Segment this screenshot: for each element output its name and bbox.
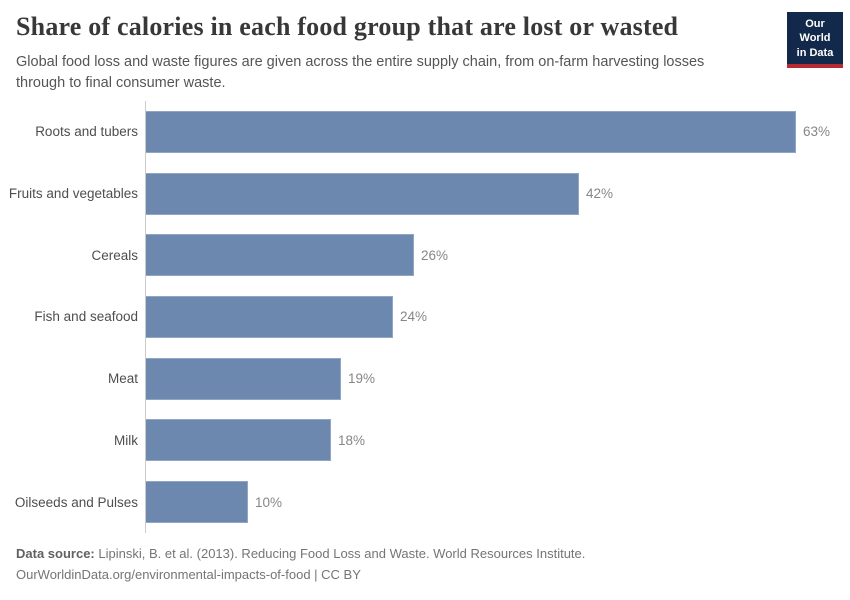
- category-label: Fish and seafood: [34, 309, 138, 325]
- bar-row: Oilseeds and Pulses 10%: [0, 471, 850, 533]
- owid-logo[interactable]: Our World in Data: [787, 12, 843, 68]
- bar-cereals[interactable]: [145, 234, 414, 277]
- owid-logo-line2: in Data: [796, 46, 834, 59]
- bar-fish-and-seafood[interactable]: [145, 295, 393, 338]
- category-label: Meat: [107, 371, 138, 387]
- bar-fruits-and-vegetables[interactable]: [145, 172, 579, 215]
- bar-roots-and-tubers[interactable]: [145, 110, 796, 153]
- data-source-line: Data source: Lipinski, B. et al. (2013).…: [16, 544, 585, 565]
- y-axis-line: [145, 101, 146, 533]
- bar-row: Cereals 26%: [0, 224, 850, 286]
- value-label: 24%: [400, 309, 428, 325]
- chart-subtitle: Global food loss and waste figures are g…: [16, 54, 705, 92]
- bar-meat[interactable]: [145, 357, 341, 400]
- owid-logo-line1: Our World: [799, 18, 831, 45]
- value-label: 18%: [338, 432, 366, 448]
- bar-row: Roots and tubers 63%: [0, 101, 850, 163]
- value-label: 26%: [421, 247, 449, 263]
- chart-title: Share of calories in each food group tha…: [16, 12, 679, 41]
- value-label: 63%: [803, 124, 831, 140]
- category-label: Oilseeds and Pulses: [14, 494, 138, 510]
- bar-chart: Roots and tubers 63% Fruits and vegetables…: [0, 101, 850, 533]
- category-label: Roots and tubers: [35, 124, 138, 140]
- category-label: Milk: [114, 432, 138, 448]
- value-label: 10%: [255, 494, 283, 510]
- bar-milk[interactable]: [145, 419, 331, 462]
- category-label: Cereals: [91, 247, 138, 263]
- value-label: 42%: [586, 186, 614, 202]
- bar-row: Meat 19%: [0, 348, 850, 410]
- data-source-label: Data source:: [16, 546, 95, 561]
- chart-footer: Data source: Lipinski, B. et al. (2013).…: [16, 544, 585, 586]
- bar-row: Fruits and vegetables 42%: [0, 163, 850, 225]
- bar-row: Fish and seafood 24%: [0, 286, 850, 348]
- bar-oilseeds-and-pulses[interactable]: [145, 481, 248, 524]
- bar-row: Milk 18%: [0, 410, 850, 472]
- footer-link-line[interactable]: OurWorldinData.org/environmental-impacts…: [16, 566, 361, 582]
- category-label: Fruits and vegetables: [8, 186, 138, 202]
- value-label: 19%: [348, 371, 376, 387]
- data-source-text: Lipinski, B. et al. (2013). Reducing Foo…: [94, 546, 586, 561]
